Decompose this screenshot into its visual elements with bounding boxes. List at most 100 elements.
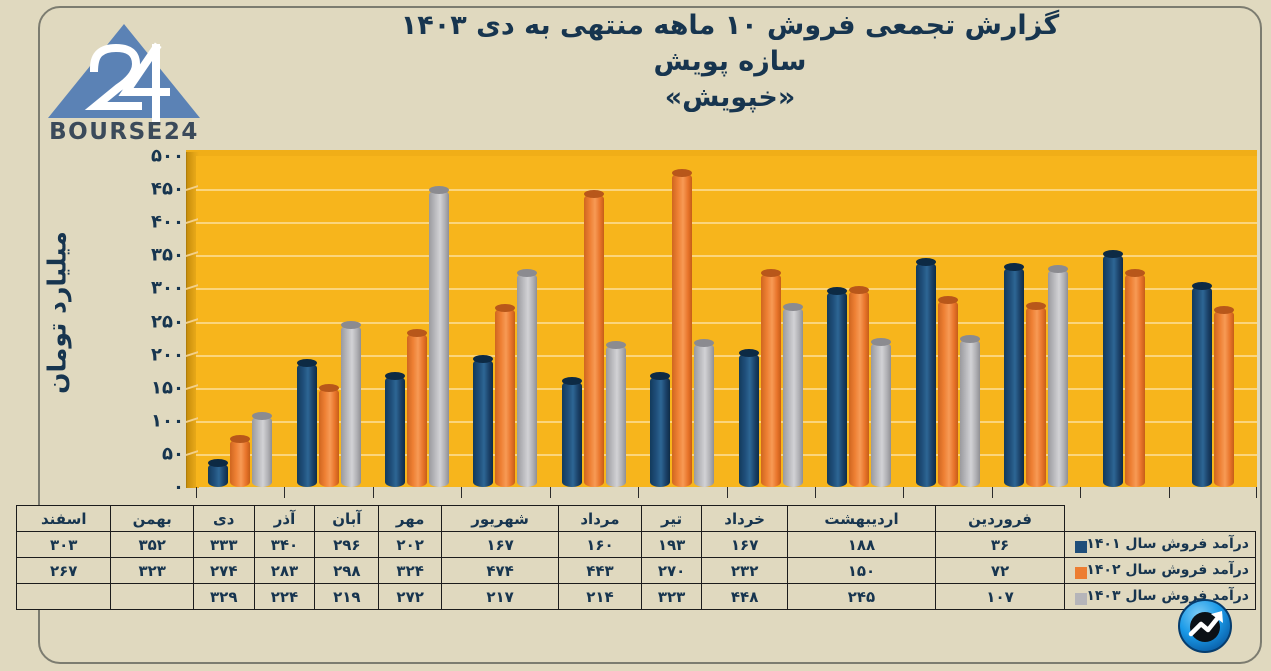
table-cell: ۴۴۳ — [558, 557, 642, 584]
table-cell: ۴۴۸ — [701, 583, 788, 610]
bar-group — [903, 156, 991, 487]
gridline — [196, 420, 1257, 423]
y-axis-tick-label: ۱۵۰ — [151, 377, 184, 399]
bar-cap — [340, 320, 361, 329]
bar — [605, 341, 626, 487]
bar — [252, 412, 273, 487]
x-axis-tick-marks — [196, 487, 1257, 499]
trend-arrow-svg — [1178, 599, 1232, 653]
table-column-header: اسفند — [15, 505, 112, 532]
table-cell: ۱۶۷ — [701, 531, 788, 558]
title-line-3: «خپویش» — [664, 82, 796, 113]
table-row-label: درآمد فروش سال ۱۴۰۲ — [1064, 557, 1256, 584]
bar — [849, 285, 870, 487]
bar — [583, 189, 604, 487]
table-column-header: فروردین — [935, 505, 1065, 532]
table-cell: ۴۷۴ — [440, 557, 560, 584]
bar-group — [992, 156, 1080, 487]
bar-cap — [849, 285, 870, 294]
legend-label: درآمد فروش سال ۱۴۰۱ — [1086, 536, 1249, 552]
gridline — [196, 453, 1257, 456]
y-axis-tick-label: ۲۰۰ — [151, 344, 184, 366]
title-line-1: گزارش تجمعی فروش ۱۰ ماهه منتهی به دی ۱۴۰… — [400, 10, 1060, 41]
table-cell: ۱۰۷ — [935, 583, 1065, 610]
bar-group — [373, 156, 461, 487]
table-cell: ۳۰۳ — [15, 531, 112, 558]
x-axis-tick — [196, 487, 197, 498]
table-cell: ۲۱۹ — [314, 583, 380, 610]
legend-label: درآمد فروش سال ۱۴۰۲ — [1086, 562, 1249, 578]
gridline — [196, 222, 1257, 225]
bar — [318, 383, 339, 487]
table-cell: ۳۵۲ — [110, 531, 194, 558]
table-column-header: شهریور — [440, 505, 560, 532]
gridline — [196, 387, 1257, 390]
bar — [429, 186, 450, 487]
y-axis-tick-label: ۴۵۰ — [151, 178, 184, 200]
table-column-header: مرداد — [558, 505, 642, 532]
table-column-header: دی — [192, 505, 255, 532]
bar-cap — [605, 341, 626, 350]
bar-group — [815, 156, 903, 487]
table-cell: ۱۶۰ — [558, 531, 642, 558]
bar — [937, 295, 958, 487]
bar-group — [1169, 156, 1257, 487]
bar — [827, 287, 848, 487]
table-cell: ۳۴۰ — [253, 531, 316, 558]
table-cell: ۳۶ — [935, 531, 1065, 558]
bar-cap — [1025, 301, 1046, 310]
bar — [208, 459, 229, 487]
trend-arrow-icon — [1177, 598, 1233, 654]
title-line-2: سازه پویش — [653, 46, 807, 77]
bar-cap — [937, 295, 958, 304]
x-axis-tick — [1168, 487, 1170, 498]
bar — [407, 329, 428, 487]
bar-cap — [230, 435, 251, 444]
data-table: فروردین اردیبهشت خرداد تیر مرداد شهریور مهر آبا… — [15, 505, 1256, 610]
table-column-header: تیر — [640, 505, 703, 532]
table-column-header: اردیبهشت — [786, 505, 937, 532]
bar-cap — [385, 372, 406, 381]
bar-cap — [583, 189, 604, 198]
y-axis-tick-labels: ۵۰۰ ۴۵۰ ۴۰۰ ۳۵۰ ۳۰۰ ۲۵۰ ۲۰۰ ۱۵۰ ۱۰۰ ۵۰ ۰ — [118, 146, 184, 498]
bar — [760, 268, 781, 487]
bar — [495, 304, 516, 487]
bar-group — [550, 156, 638, 487]
table-row-label: درآمد فروش سال ۱۴۰۳ — [1064, 583, 1256, 610]
bar-cap — [517, 269, 538, 278]
bar-cap — [407, 329, 428, 338]
table-cell: ۳۲۴ — [378, 557, 442, 584]
table-cell: ۲۲۴ — [253, 583, 316, 610]
bourse24-logo: BOURSE24 — [34, 14, 214, 142]
table-row-label: درآمد فروش سال ۱۴۰۱ — [1064, 531, 1256, 558]
x-axis-tick — [726, 487, 728, 498]
bar-cap — [672, 169, 693, 178]
x-axis-tick — [549, 487, 551, 498]
x-axis-tick — [372, 487, 374, 498]
table-column-header: مهر — [378, 505, 442, 532]
x-axis-tick — [1256, 487, 1257, 498]
x-axis-tick — [461, 487, 463, 498]
bar-group — [638, 156, 726, 487]
x-axis-tick — [638, 487, 640, 498]
x-axis-tick — [814, 487, 816, 498]
table-cell: ۳۲۳ — [110, 557, 194, 584]
bar — [1003, 262, 1024, 487]
bar-cap — [1103, 249, 1124, 258]
bar — [561, 377, 582, 487]
bar-cap — [495, 304, 516, 313]
table-corner-cell — [1065, 506, 1256, 532]
table-row: درآمد فروش سال ۱۴۰۱ ۳۶ ۱۸۸ ۱۶۷ ۱۹۳ ۱۶۰ ۱۶۷ ۲۰۲ ۲… — [15, 531, 1256, 558]
table-cell — [110, 583, 194, 610]
y-axis-tick-label: ۳۵۰ — [151, 244, 184, 266]
bar — [385, 372, 406, 487]
table-cell: ۳۲۹ — [192, 583, 255, 610]
bar-cap — [208, 459, 229, 468]
x-axis-tick — [903, 487, 905, 498]
x-axis-tick — [284, 487, 286, 498]
bar — [340, 320, 361, 487]
logo-digit-four-icon — [118, 42, 170, 122]
table-cell: ۲۳۲ — [701, 557, 788, 584]
table-cell: ۳۳۳ — [192, 531, 255, 558]
table-cell: ۱۸۸ — [786, 531, 937, 558]
